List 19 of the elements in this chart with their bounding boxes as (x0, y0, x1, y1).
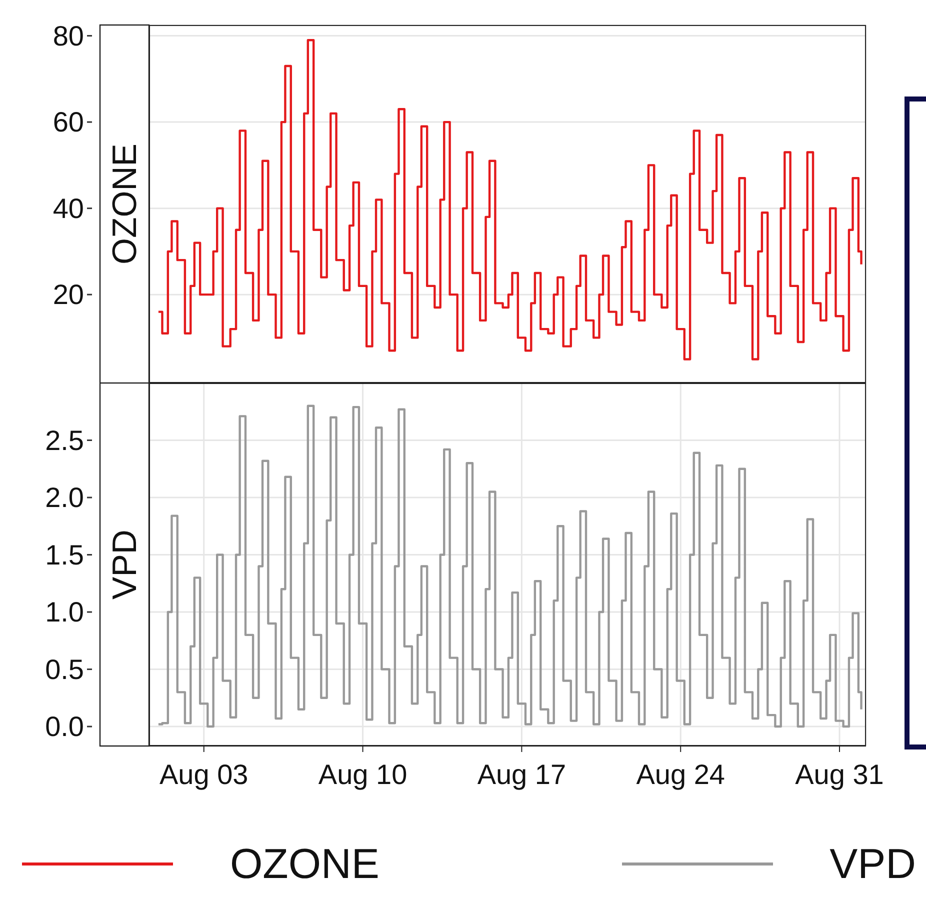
y-tick-label: 0.0 (45, 711, 84, 742)
y-tick-label: 2.0 (45, 482, 84, 514)
y-tick-label: 1.5 (45, 539, 84, 570)
x-tick-label: Aug 24 (636, 758, 725, 790)
legend-label: VPD (830, 840, 916, 888)
x-tick-label: Aug 17 (477, 758, 566, 790)
y-tick-label: 80 (52, 20, 84, 52)
x-tick-label: Aug 03 (159, 758, 248, 790)
y-tick-label: 2.5 (45, 424, 84, 456)
y-tick-label: 0.5 (45, 654, 84, 685)
y-tick-label: 40 (52, 192, 84, 224)
x-tick-label: Aug 10 (318, 758, 408, 790)
y-tick-label: 1.0 (45, 596, 84, 628)
x-tick-label: Aug 31 (795, 758, 884, 790)
y-axis-title: VPD (106, 530, 144, 600)
y-tick-label: 20 (52, 279, 84, 310)
y-axis-title: OZONE (106, 144, 144, 264)
y-tick-label: 60 (52, 106, 84, 138)
legend-label: OZONE (230, 840, 380, 888)
